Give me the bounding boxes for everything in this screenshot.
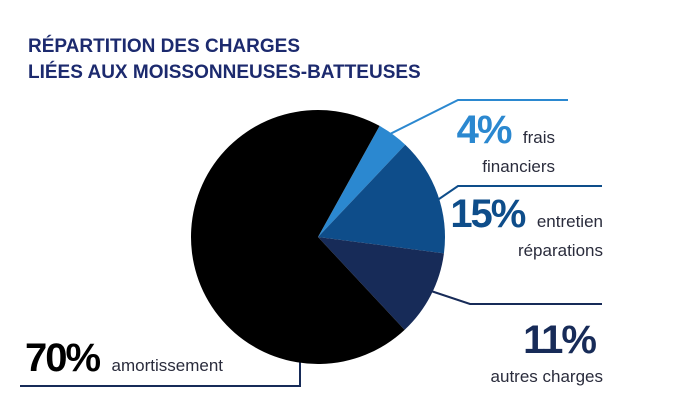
value-label: 70%: [25, 336, 101, 380]
pie-slice: [318, 125, 406, 237]
leader-line: [20, 352, 301, 387]
title-line: RÉPARTITION DES CHARGES: [28, 35, 300, 57]
category-label: frais financiers: [482, 128, 555, 176]
slice-label: 70% amortissement: [25, 338, 345, 381]
category-label: autres charges: [490, 367, 603, 386]
category-label: amortissement: [111, 356, 223, 375]
pie-slice: [191, 110, 405, 364]
slice-label: 15% entretien réparations: [443, 194, 603, 266]
leader-line: [427, 289, 602, 305]
category-label: entretien réparations: [517, 212, 603, 260]
leader-line: [377, 99, 568, 141]
pie-slice: [318, 144, 445, 254]
slice-label: 4% frais financiers: [435, 110, 555, 182]
pie-slice: [318, 237, 444, 330]
title-line: LIÉES AUX MOISSONNEUSES-BATTEUSES: [28, 61, 421, 83]
value-label: 11%: [523, 318, 597, 362]
value-label: 15%: [450, 192, 526, 236]
chart-title: RÉPARTITION DES CHARGES LIÉES AUX MOISSO…: [28, 35, 421, 83]
slice-label: 11% autres charges: [473, 320, 603, 392]
value-label: 4%: [456, 108, 513, 152]
